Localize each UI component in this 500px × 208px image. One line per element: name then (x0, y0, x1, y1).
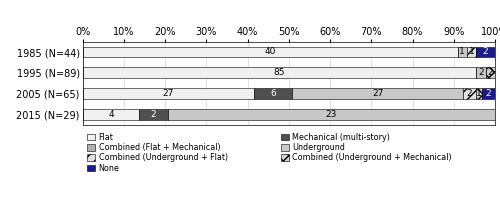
Bar (254, 88, 292, 99)
Bar (476, 47, 495, 57)
Text: 2: 2 (483, 47, 488, 57)
Text: 23: 23 (326, 110, 337, 119)
Text: 27: 27 (372, 89, 384, 98)
Text: 2: 2 (151, 110, 156, 119)
Bar (486, 67, 495, 78)
Text: 1: 1 (476, 89, 482, 98)
Legend: Mechanical (multi-story), Underground, Combined (Underground + Mechanical): Mechanical (multi-story), Underground, C… (280, 132, 453, 163)
Bar (482, 88, 495, 99)
Bar (82, 88, 254, 99)
Bar (464, 88, 476, 99)
Bar (458, 47, 467, 57)
Text: 27: 27 (162, 89, 174, 98)
Bar (82, 47, 458, 57)
Text: 1: 1 (468, 47, 474, 57)
Bar (140, 109, 168, 120)
Text: 85: 85 (274, 68, 285, 77)
Bar (292, 88, 464, 99)
Bar (476, 88, 482, 99)
Bar (82, 67, 476, 78)
Text: 6: 6 (270, 89, 276, 98)
Text: 2: 2 (467, 89, 472, 98)
Text: 2: 2 (478, 68, 484, 77)
Text: 2: 2 (486, 89, 492, 98)
Bar (476, 67, 486, 78)
Text: 1: 1 (460, 47, 465, 57)
Text: 2: 2 (488, 68, 493, 77)
Bar (82, 109, 140, 120)
Bar (467, 47, 476, 57)
Text: 4: 4 (108, 110, 114, 119)
Text: 40: 40 (264, 47, 276, 57)
Bar (168, 109, 495, 120)
